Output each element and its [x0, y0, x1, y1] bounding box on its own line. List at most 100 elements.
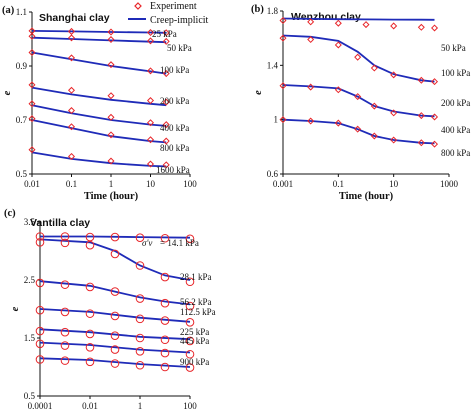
experiment-point — [334, 41, 342, 49]
experiment-point — [185, 234, 195, 244]
y-axis-title: e — [2, 90, 13, 95]
experiment-point — [135, 294, 145, 303]
experiment-point — [334, 19, 342, 27]
x-tick-label: 10 — [389, 179, 399, 189]
model-curve — [31, 119, 167, 144]
x-tick-label: 10 — [146, 179, 156, 189]
experiment-point — [390, 71, 398, 79]
experiment-point — [146, 160, 155, 168]
y-tick-label: 1 — [274, 115, 279, 125]
experiment-point — [135, 261, 145, 270]
experiment-point — [162, 98, 170, 106]
experiment-point — [162, 121, 170, 129]
experiment-point — [334, 86, 342, 94]
experiment-point — [431, 78, 439, 86]
experiment-point — [160, 362, 170, 372]
model-curve — [39, 357, 191, 368]
experiment-point — [107, 36, 115, 44]
y-axis-title: e — [253, 90, 264, 95]
model-curve — [39, 308, 191, 323]
experiment-point — [160, 348, 170, 358]
stress-label: 112.5 kPa — [180, 307, 216, 317]
experiment-point — [28, 146, 36, 154]
model-curve — [39, 328, 191, 341]
x-tick-label: 0.1 — [66, 179, 77, 189]
panel-letter: (a) — [2, 5, 15, 16]
experiment-point — [146, 136, 155, 144]
experiment-point — [35, 339, 45, 349]
y-tick-label: 1.1 — [16, 7, 27, 17]
experiment-point — [35, 232, 45, 241]
experiment-point — [162, 29, 170, 37]
experiment-point — [185, 349, 195, 359]
experiment-point — [60, 238, 70, 248]
model-curve — [31, 86, 167, 107]
experiment-point — [146, 29, 155, 37]
experiment-point — [135, 333, 145, 343]
experiment-point — [160, 272, 170, 282]
experiment-point — [85, 357, 95, 367]
experiment-point — [67, 34, 76, 42]
model-curve — [31, 36, 167, 44]
stress-symbol: σ'v — [142, 238, 152, 248]
experiment-point — [370, 64, 378, 72]
x-tick-label: 0.001 — [273, 179, 293, 189]
panel-letter: (b) — [251, 4, 264, 15]
experiment-point — [370, 102, 378, 110]
experiment-point — [135, 233, 145, 242]
experiment-point — [354, 125, 362, 133]
stress-label: 100 kPa — [160, 65, 189, 75]
x-tick-label: 0.01 — [82, 401, 98, 411]
experiment-point — [67, 123, 76, 131]
experiment-point — [417, 23, 425, 31]
y-tick-label: 0.6 — [267, 169, 279, 179]
experiment-point — [35, 305, 45, 315]
stress-label: = 14.1 kPa — [160, 238, 199, 248]
model-curve — [282, 17, 435, 21]
experiment-point — [135, 314, 145, 324]
panel-title: Shanghai clay — [39, 12, 110, 24]
y-tick-label: 0.9 — [16, 61, 28, 71]
panel-letter: (c) — [4, 208, 16, 219]
y-tick-label: 3.5 — [24, 217, 36, 227]
experiment-point — [60, 356, 70, 365]
experiment-point — [279, 82, 287, 90]
experiment-point — [28, 32, 36, 40]
experiment-point — [67, 107, 76, 115]
experiment-point — [110, 359, 120, 368]
panel-a: 0.5 0.7 0.9 1.1 0.01 0.1 1 10 100 Time (hour) e (a)… — [2, 5, 197, 202]
panel-title: Wenzhou clay — [291, 11, 361, 23]
stress-label: 28.1 kPa — [180, 272, 212, 282]
stress-label: 445 kPa — [180, 336, 209, 346]
experiment-point — [107, 131, 115, 139]
experiment-point — [354, 93, 362, 101]
stress-label: 800 kPa — [160, 143, 189, 153]
x-tick-label: 100 — [183, 401, 197, 411]
experiment-point — [60, 327, 70, 337]
x-axis-title: Time (hour) — [84, 191, 139, 202]
x-tick-label: 0.01 — [24, 179, 40, 189]
experiment-point — [279, 17, 287, 25]
x-axis-title: Time (hour) — [339, 191, 394, 202]
x-tick-label: 1 — [138, 401, 143, 411]
experiment-point — [185, 363, 195, 372]
experiment-point — [67, 54, 76, 62]
experiment-point — [185, 318, 195, 327]
model-curve — [282, 84, 435, 118]
experiment-point — [307, 83, 315, 91]
experiment-point — [431, 113, 439, 121]
experiment-point — [162, 137, 170, 145]
experiment-point — [110, 232, 120, 242]
y-tick-label: 2.5 — [24, 275, 36, 285]
experiment-point — [67, 152, 76, 160]
experiment-point — [28, 115, 36, 123]
experiment-point — [60, 341, 70, 350]
experiment-point — [162, 70, 170, 78]
experiment-point — [110, 311, 120, 321]
model-curve — [39, 341, 191, 354]
model-curve — [31, 104, 167, 127]
experiment-point — [135, 360, 145, 370]
experiment-point — [185, 301, 195, 311]
